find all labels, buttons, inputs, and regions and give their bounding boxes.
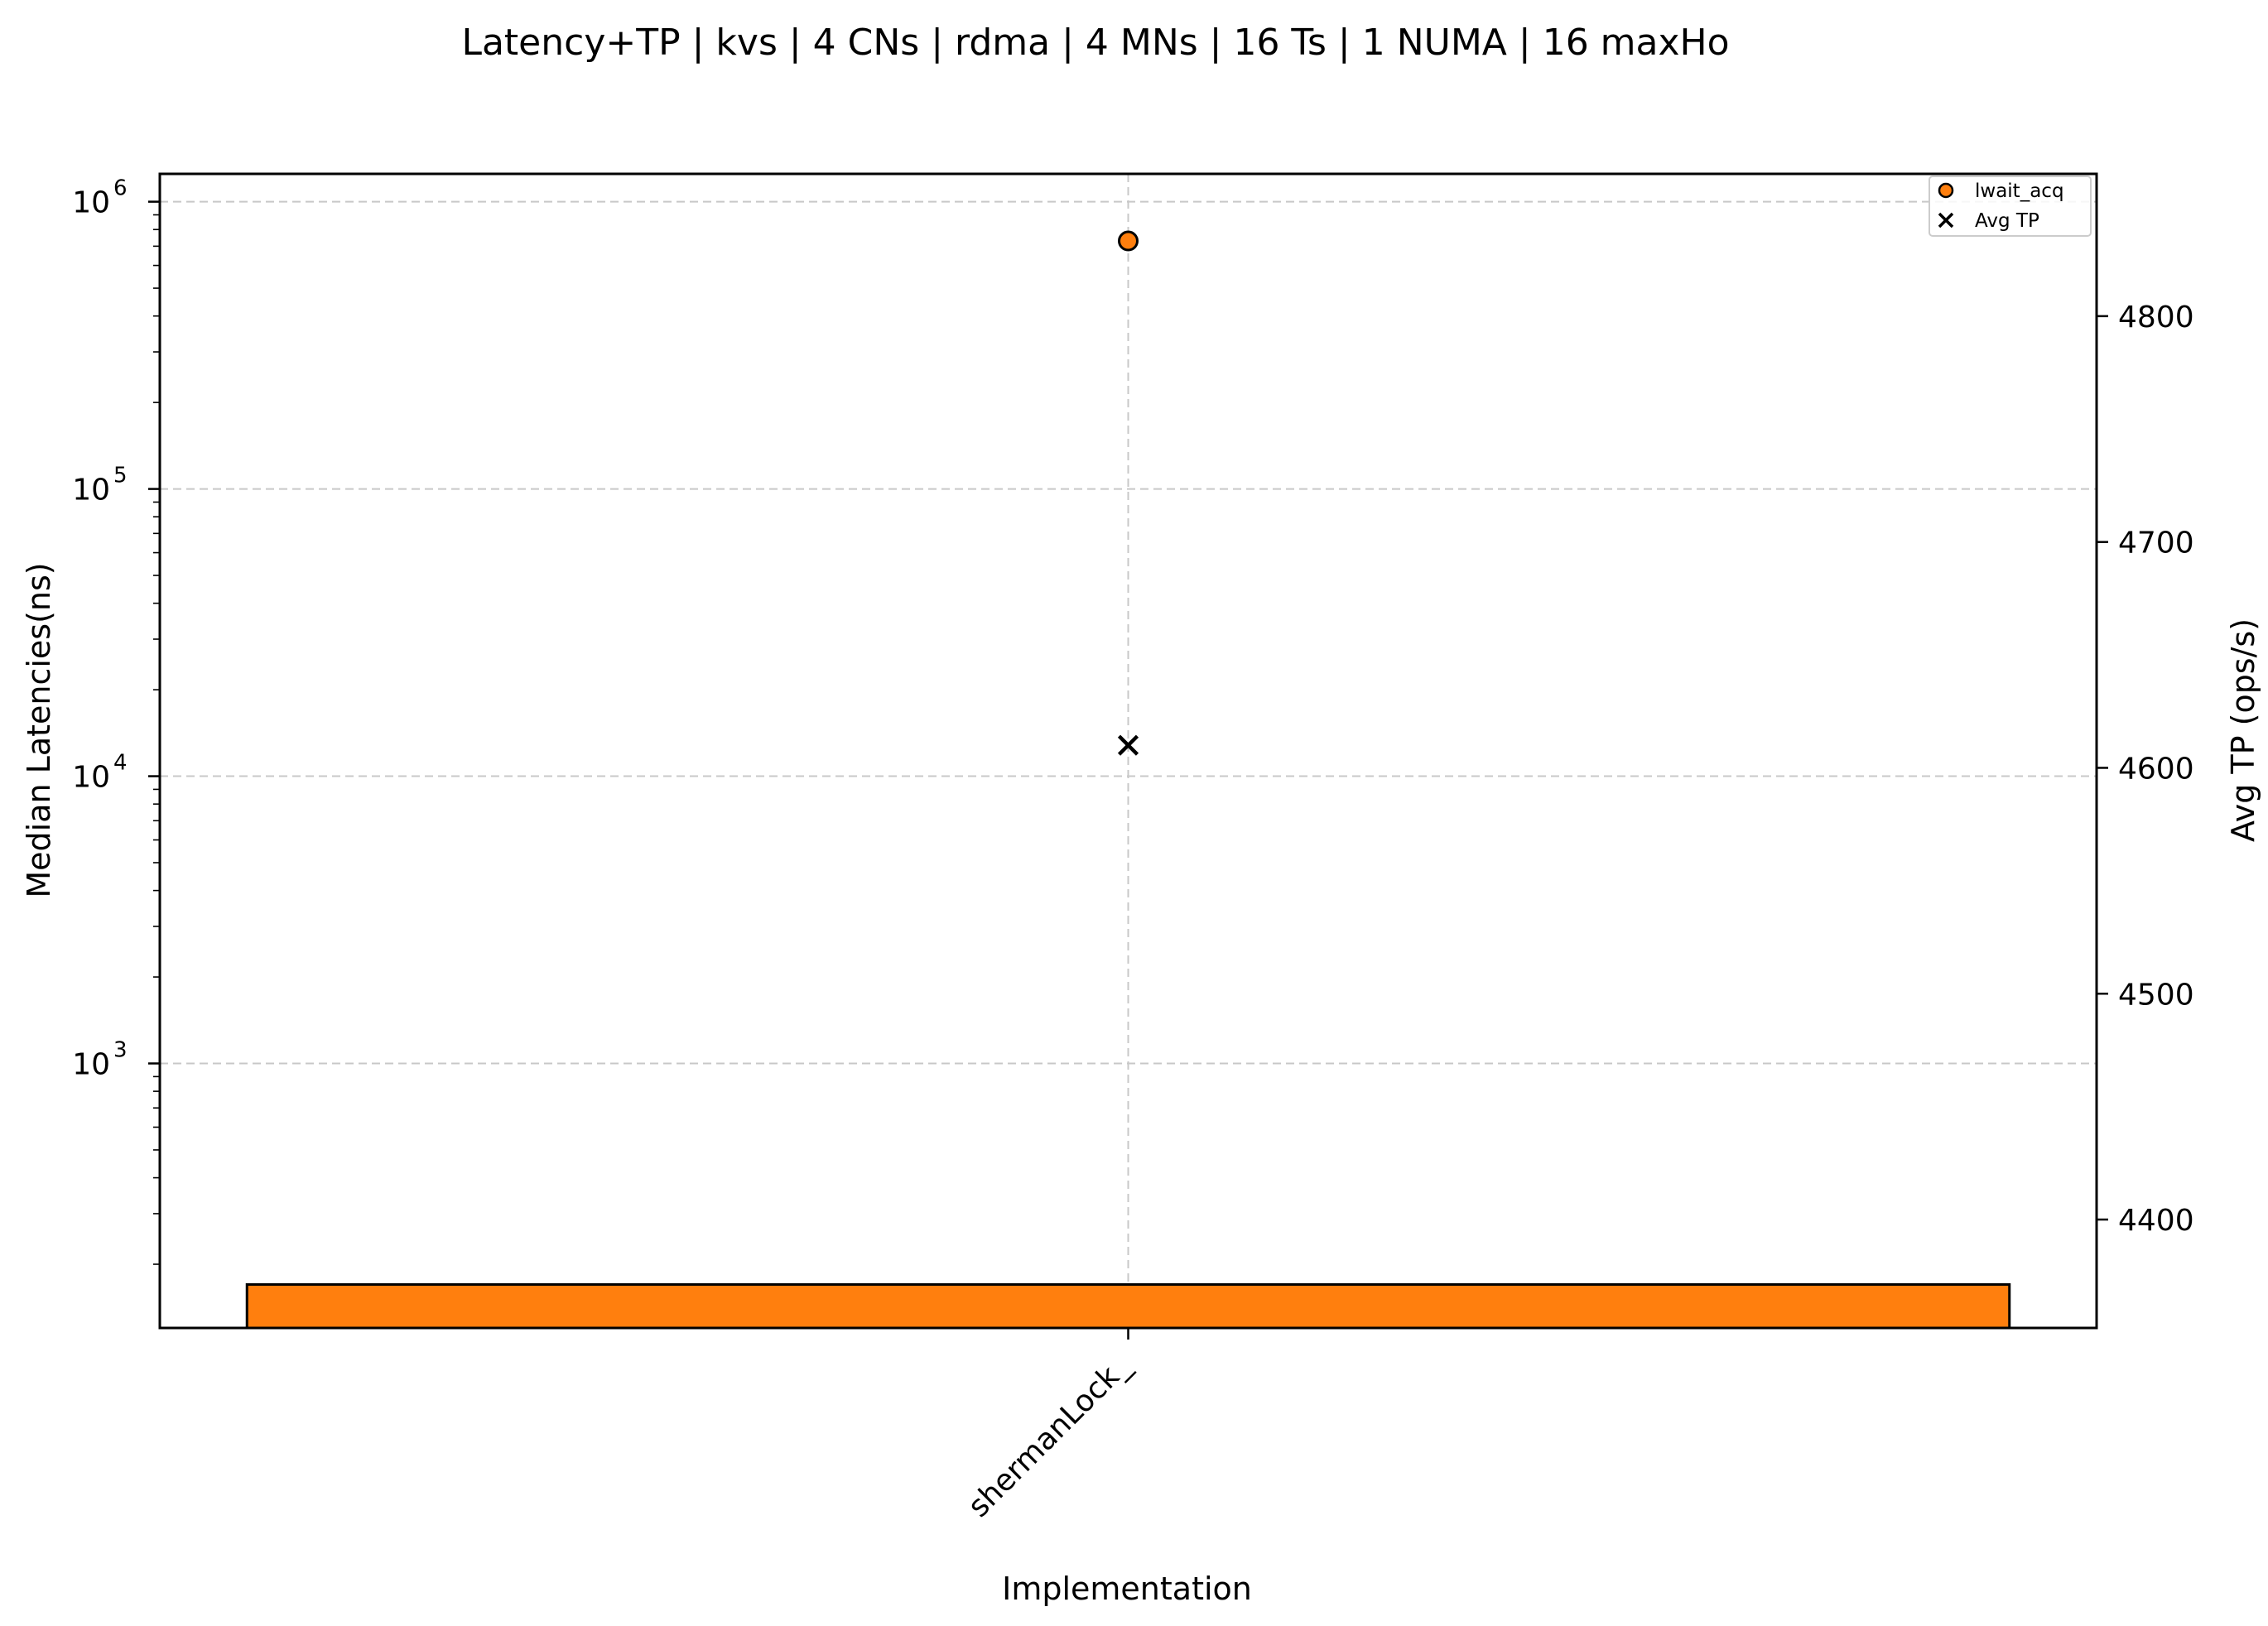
y-tick-label: 10 (72, 186, 110, 220)
marker-stroke (1117, 734, 1139, 756)
y2-tick-label: 4800 (2118, 301, 2194, 334)
y-tick-label: 10 (72, 474, 110, 508)
x-tick-label: shermanLock_ (961, 1349, 1137, 1524)
bars (245, 1283, 2011, 1330)
y-tick-label: 10 (72, 761, 110, 795)
legend: lwait_acq Avg TP (1929, 176, 2092, 237)
grid (160, 174, 2097, 1328)
y2-tick-label: 4600 (2118, 752, 2194, 786)
legend-marker (1938, 182, 1954, 199)
x-axis-label: Implementation (1002, 1571, 1252, 1607)
data-points (1117, 230, 1139, 756)
y-tick-label: 10 (72, 1048, 110, 1082)
marker-stroke (1938, 212, 1954, 229)
legend-label: lwait_acq (1975, 180, 2064, 202)
y-tick-exponent: 3 (113, 1038, 128, 1063)
chart-title: Latency+TP | kvs | 4 CNs | rdma | 4 MNs … (461, 22, 1729, 64)
y2-tick-label: 4500 (2118, 978, 2194, 1012)
y2-tick-label: 4700 (2118, 527, 2194, 560)
legend-box (1929, 176, 2092, 237)
y2-tick-label: 4400 (2118, 1204, 2194, 1238)
y-axis-label: Median Latencies(ns) (21, 562, 57, 897)
y2-axis-ticks: 4400 4500 4600 4700 4800 (2097, 301, 2194, 1238)
point-lwait_acq (1118, 230, 1139, 252)
point-avg-tp (1117, 734, 1139, 756)
y-tick-exponent: 5 (113, 464, 128, 488)
y2-axis-label: Avg TP (ops/s) (2225, 618, 2261, 842)
x-axis-ticks: shermanLock_ (961, 1328, 1138, 1524)
legend-label: Avg TP (1975, 210, 2039, 232)
legend-marker (1938, 212, 1954, 229)
bar (245, 1283, 2011, 1330)
y-tick-exponent: 4 (113, 751, 128, 776)
y-tick-exponent: 6 (113, 176, 128, 201)
